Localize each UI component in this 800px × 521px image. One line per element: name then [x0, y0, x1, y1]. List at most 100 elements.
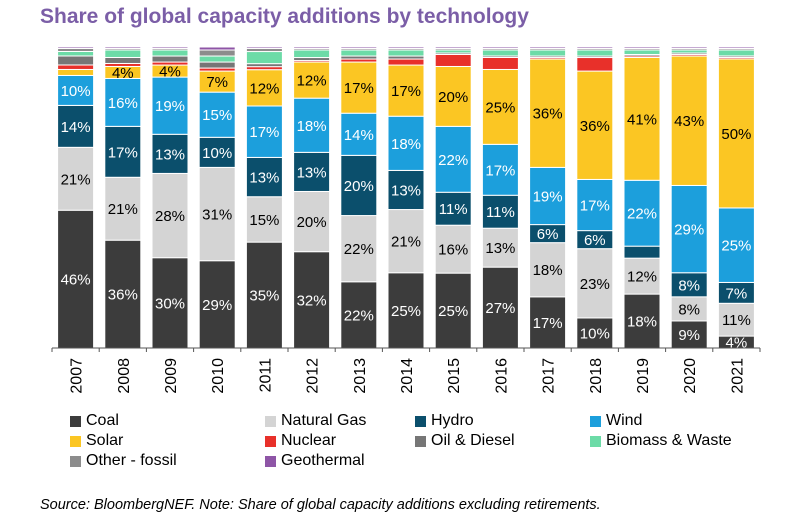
bar-segment-wind-2008	[104, 77, 142, 127]
data-label: 21%	[108, 201, 138, 218]
bar-segment-hydro-2008	[104, 125, 142, 178]
bar-stack-2012: 32% 20% 13% 18% 12%	[293, 46, 331, 349]
data-label: 4%	[112, 65, 134, 82]
bar-segment-natural-gas-2016	[481, 227, 519, 268]
legend-label: Natural Gas	[281, 412, 367, 429]
bar-segment-solar-2019	[623, 56, 661, 181]
data-label: 14%	[344, 127, 374, 144]
bar-stack-2017: 17% 18% 6% 19% 36%	[529, 46, 567, 349]
legend-item-wind: Wind	[590, 412, 642, 430]
bar-segment-nuclear-2015	[434, 53, 472, 67]
x-tick-label: 2007	[69, 358, 86, 394]
bar-segment-nuclear-2018	[576, 57, 614, 72]
data-label: 25%	[391, 303, 421, 320]
bar-segment-natural-gas-2017	[529, 242, 567, 298]
bar-segment-geothermal-2007	[57, 46, 95, 49]
stacked-bar-chart: 46% 21% 14% 10% 2007 36% 21% 17% 16% 4% 2008 30% 28%…	[51, 46, 761, 394]
data-label: 18%	[297, 118, 327, 135]
bar-segment-coal-2018	[576, 317, 614, 349]
bar-segment-hydro-2013	[340, 154, 378, 217]
x-tick-label: 2020	[682, 358, 699, 394]
bar-segment-hydro-2010	[198, 136, 236, 168]
bar-segment-wind-2021	[717, 207, 755, 283]
data-label: 31%	[202, 207, 232, 224]
bar-segment-coal-2016	[481, 266, 519, 349]
data-label: 11%	[486, 204, 515, 221]
data-label: 36%	[580, 118, 610, 135]
bar-segment-natural-gas-2012	[293, 190, 331, 253]
data-label: 13%	[391, 182, 421, 199]
bar-segment-wind-2013	[340, 112, 378, 156]
legend-label: Oil & Diesel	[431, 432, 515, 449]
data-label: 25%	[485, 99, 515, 116]
data-label: 17%	[533, 315, 563, 332]
data-label: 8%	[678, 277, 700, 294]
x-tick-label: 2013	[352, 358, 369, 394]
legend-swatch	[415, 415, 426, 427]
legend-swatch	[265, 455, 276, 467]
bar-segment-wind-2012	[293, 97, 331, 153]
legend-swatch	[70, 435, 81, 447]
data-label: 16%	[438, 242, 468, 259]
data-label: 19%	[533, 188, 563, 205]
bar-stack-2020: 9% 8% 8% 29% 43%	[670, 46, 708, 349]
bar-segment-biomass-waste-2011	[245, 51, 283, 65]
x-tick-label: 2010	[210, 358, 227, 394]
bar-segment-wind-2010	[198, 91, 236, 138]
bar-segment-natural-gas-2009	[151, 172, 189, 259]
bar-segment-hydro-2016	[481, 194, 519, 229]
bar-segment-hydro-2011	[245, 156, 283, 198]
source-note: Source: BloombergNEF. Note: Share of glo…	[40, 497, 601, 513]
bar-segment-natural-gas-2014	[387, 209, 425, 274]
x-tick-label: 2014	[399, 358, 416, 394]
bar-stack-2009: 30% 28% 13% 19% 4%	[151, 46, 189, 349]
x-tick-label: 2016	[493, 358, 510, 394]
data-label: 18%	[391, 136, 421, 153]
data-label: 35%	[249, 288, 279, 305]
bar-segment-coal-2010	[198, 260, 236, 349]
bar-segment-wind-2009	[151, 76, 189, 135]
bar-segment-coal-2015	[434, 272, 472, 349]
x-tick-label: 2011	[257, 358, 274, 393]
legend-item-biomass-waste: Biomass & Waste	[590, 432, 732, 450]
data-label: 22%	[627, 206, 657, 223]
bar-segment-hydro-2020	[670, 272, 708, 298]
bar-segment-natural-gas-2013	[340, 215, 378, 283]
bar-stack-2015: 25% 16% 11% 22% 20%	[434, 46, 472, 349]
data-label: 29%	[202, 297, 232, 314]
legend-item-coal: Coal	[70, 412, 119, 430]
chart-title: Share of global capacity additions by te…	[40, 5, 529, 28]
bar-stack-2018: 10% 23% 6% 17% 36%	[576, 46, 614, 349]
bar-segment-biomass-waste-2016	[481, 49, 519, 57]
bar-segment-geothermal-2014	[387, 46, 425, 50]
data-label: 10%	[61, 83, 91, 100]
data-label: 17%	[391, 83, 421, 100]
legend-swatch	[590, 415, 601, 427]
legend-item-natural-gas: Natural Gas	[265, 412, 366, 430]
data-label: 46%	[61, 272, 91, 289]
x-tick-label: 2009	[163, 358, 180, 394]
legend-label: Coal	[86, 412, 119, 429]
bar-stack-2021: 4% 11% 7% 25% 50%	[717, 46, 755, 352]
bar-stack-2007: 46% 21% 14% 10%	[57, 46, 95, 349]
bar-stack-2013: 22% 22% 20% 14% 17%	[340, 46, 378, 349]
bar-stack-2011: 35% 15% 13% 17% 12%	[245, 46, 283, 349]
data-label: 22%	[344, 241, 374, 258]
bar-segment-oil-diesel-2009	[151, 55, 189, 63]
bar-segment-wind-2016	[481, 143, 519, 196]
data-label: 30%	[155, 295, 185, 312]
bar-segment-geothermal-2011	[245, 46, 283, 50]
data-label: 27%	[485, 300, 515, 317]
legend-label: Biomass & Waste	[606, 432, 732, 449]
bar-segment-natural-gas-2020	[670, 296, 708, 322]
bar-segment-coal-2011	[245, 241, 283, 349]
bar-segment-coal-2012	[293, 251, 331, 349]
x-tick-label: 2021	[729, 358, 746, 394]
data-label: 7%	[206, 74, 228, 91]
bar-segment-geothermal-2018	[576, 46, 614, 50]
bar-stack-2014: 25% 21% 13% 18% 17%	[387, 46, 425, 349]
data-label: 13%	[249, 170, 279, 187]
bar-segment-solar-2018	[576, 70, 614, 180]
bar-segment-coal-2008	[104, 239, 142, 349]
bar-segment-geothermal-2017	[529, 46, 567, 50]
